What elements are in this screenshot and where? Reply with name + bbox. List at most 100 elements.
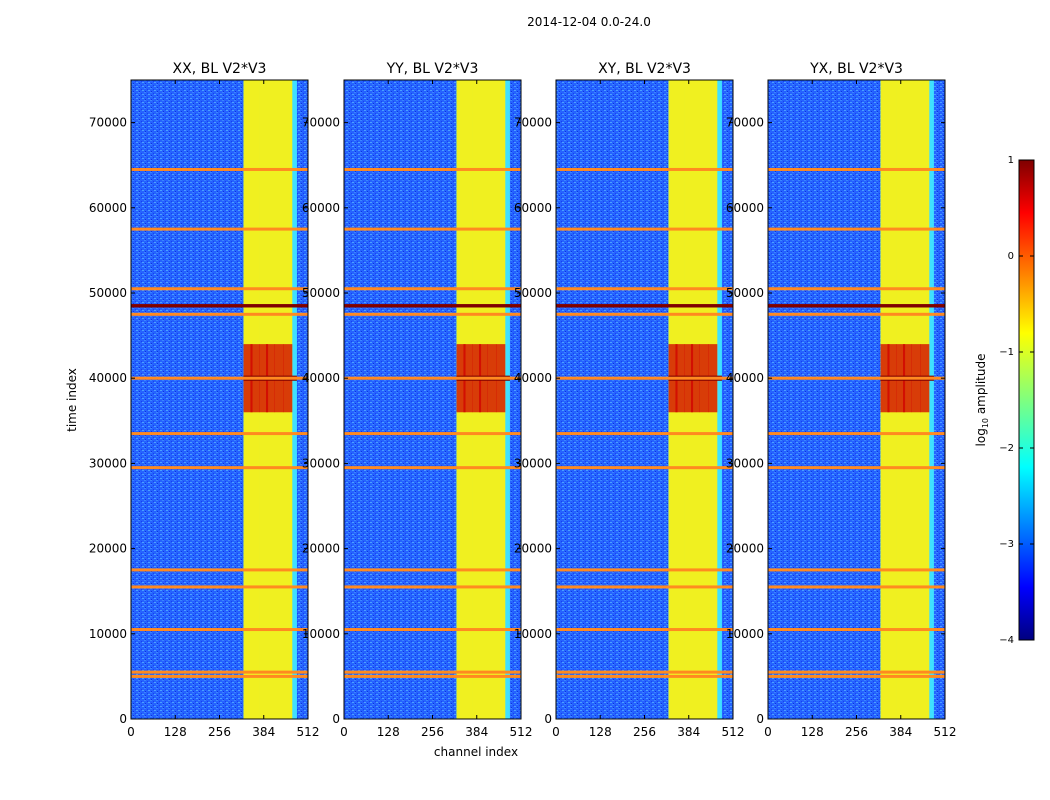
rfi-row xyxy=(768,466,945,470)
x-tick-label: 512 xyxy=(297,725,320,739)
colorbar-label-sub: 10 xyxy=(981,418,990,428)
panel-0: XX, BL V2*V3 0 128 256 384 512 0 10000 20000 3000… xyxy=(89,61,320,739)
rfi-row xyxy=(768,312,945,316)
x-tick-label: 256 xyxy=(421,725,444,739)
y-tick-label: 40000 xyxy=(302,371,340,385)
x-tick-label: 0 xyxy=(340,725,348,739)
x-tick-label: 128 xyxy=(377,725,400,739)
y-tick-label: 40000 xyxy=(514,371,552,385)
rfi-row xyxy=(556,670,733,674)
rfi-row xyxy=(344,466,521,470)
colorbar: 10−1−2−3−4 log10 amplitude xyxy=(974,155,1035,646)
y-tick-label: 60000 xyxy=(89,201,127,215)
y-tick-label: 10000 xyxy=(514,627,552,641)
rfi-row xyxy=(131,432,308,436)
panel-2: XY, BL V2*V3 0 128 256 384 512 0 10000 20000 3000… xyxy=(514,61,745,739)
rfi-row xyxy=(768,432,945,436)
rfi-row xyxy=(768,227,945,231)
y-axis-label: time index xyxy=(65,368,79,432)
y-tick-label: 0 xyxy=(119,712,127,726)
rfi-row xyxy=(556,628,733,632)
y-tick-label: 50000 xyxy=(726,286,764,300)
y-tick-label: 70000 xyxy=(89,116,127,130)
y-tick-label: 10000 xyxy=(726,627,764,641)
rfi-row-strong xyxy=(556,304,733,308)
rfi-row xyxy=(131,376,308,380)
y-tick-label: 50000 xyxy=(514,286,552,300)
colorbar-gradient xyxy=(1018,159,1035,641)
y-tick-label: 30000 xyxy=(726,456,764,470)
rfi-row xyxy=(131,312,308,316)
rfi-row xyxy=(344,432,521,436)
y-tick-label: 60000 xyxy=(302,201,340,215)
y-tick-label: 30000 xyxy=(89,456,127,470)
rfi-row xyxy=(344,167,521,171)
colorbar-tick-label: −1 xyxy=(999,347,1014,358)
y-tick-label: 40000 xyxy=(726,371,764,385)
y-tick-label: 10000 xyxy=(302,627,340,641)
panel-1: YY, BL V2*V3 0 128 256 384 512 0 10000 20000 3000… xyxy=(302,61,533,739)
x-tick-label: 0 xyxy=(127,725,135,739)
y-tick-label: 20000 xyxy=(89,542,127,556)
rfi-row xyxy=(556,312,733,316)
rfi-row xyxy=(556,585,733,589)
y-tick-label: 70000 xyxy=(726,116,764,130)
x-tick-label: 384 xyxy=(465,725,488,739)
rfi-row xyxy=(131,674,308,678)
rfi-row xyxy=(131,628,308,632)
panel-title: XY, BL V2*V3 xyxy=(598,61,691,77)
rfi-row xyxy=(344,287,521,291)
y-tick-label: 50000 xyxy=(302,286,340,300)
colorbar-tick-label: −3 xyxy=(999,539,1014,550)
y-tick-label: 30000 xyxy=(514,456,552,470)
y-tick-label: 70000 xyxy=(514,116,552,130)
y-tick-label: 0 xyxy=(756,712,764,726)
rfi-row xyxy=(556,568,733,572)
y-tick-label: 60000 xyxy=(726,201,764,215)
y-tick-label: 70000 xyxy=(302,116,340,130)
figure-suptitle: 2014-12-04 0.0-24.0 xyxy=(527,15,651,29)
x-tick-label: 256 xyxy=(208,725,231,739)
rfi-row-strong xyxy=(344,304,521,308)
rfi-row xyxy=(556,167,733,171)
x-tick-label: 512 xyxy=(934,725,957,739)
rfi-row xyxy=(344,585,521,589)
panel-title: YX, BL V2*V3 xyxy=(809,61,903,77)
y-tick-label: 20000 xyxy=(726,542,764,556)
colorbar-ticks: 1 0 −1 −2 −3 −4 xyxy=(999,155,1034,646)
x-axis-label: channel index xyxy=(434,745,518,759)
rfi-row xyxy=(556,287,733,291)
x-tick-label: 384 xyxy=(889,725,912,739)
rfi-row xyxy=(344,628,521,632)
rfi-row xyxy=(344,312,521,316)
colorbar-tick-label: −2 xyxy=(999,443,1014,454)
colorbar-tick-label: −4 xyxy=(999,635,1014,646)
x-tick-label: 384 xyxy=(677,725,700,739)
x-tick-label: 512 xyxy=(722,725,745,739)
y-tick-label: 40000 xyxy=(89,371,127,385)
rfi-row xyxy=(768,376,945,380)
rfi-row xyxy=(131,167,308,171)
x-tick-label: 0 xyxy=(764,725,772,739)
rfi-row xyxy=(131,287,308,291)
rfi-row xyxy=(768,670,945,674)
panel-title: XX, BL V2*V3 xyxy=(173,61,267,77)
x-tick-label: 128 xyxy=(801,725,824,739)
y-tick-label: 20000 xyxy=(302,542,340,556)
colorbar-label-log: log xyxy=(974,428,988,446)
colorbar-tick-label: 0 xyxy=(1008,251,1014,262)
x-tick-label: 384 xyxy=(252,725,275,739)
x-tick-label: 512 xyxy=(510,725,533,739)
x-tick-label: 128 xyxy=(164,725,187,739)
x-tick-label: 128 xyxy=(589,725,612,739)
rfi-row xyxy=(768,585,945,589)
y-tick-label: 0 xyxy=(544,712,552,726)
rfi-row xyxy=(556,227,733,231)
rfi-row xyxy=(768,628,945,632)
y-tick-label: 10000 xyxy=(89,627,127,641)
rfi-row xyxy=(344,670,521,674)
x-tick-label: 256 xyxy=(633,725,656,739)
y-tick-label: 30000 xyxy=(302,456,340,470)
rfi-row xyxy=(556,432,733,436)
x-tick-label: 0 xyxy=(552,725,560,739)
